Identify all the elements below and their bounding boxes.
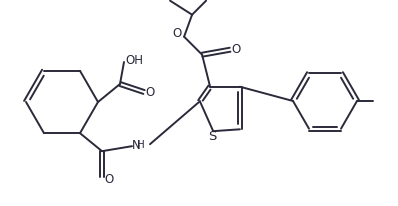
Text: O: O [145,86,155,99]
Text: O: O [172,27,182,40]
Text: O: O [232,43,241,56]
Text: OH: OH [125,53,143,66]
Text: H: H [137,139,145,149]
Text: O: O [104,172,113,185]
Text: S: S [208,129,217,142]
Text: N: N [132,138,140,151]
